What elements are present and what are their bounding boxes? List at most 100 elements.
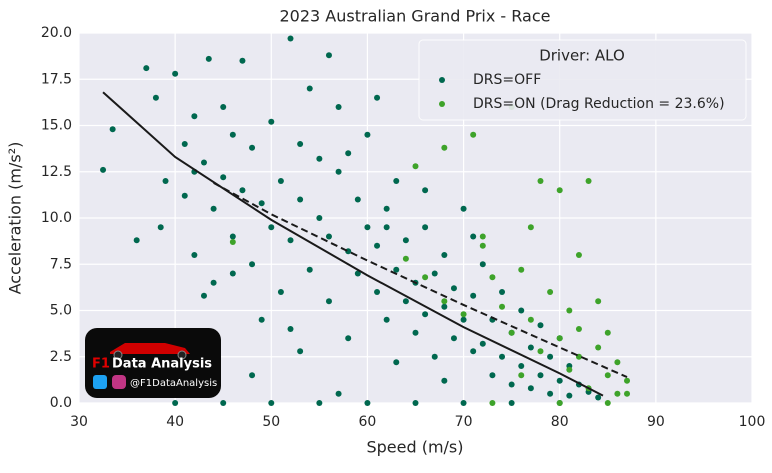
x-tick-label: 60 <box>359 414 377 430</box>
point <box>354 270 361 277</box>
point <box>287 326 294 332</box>
point <box>489 274 496 281</box>
wheel <box>113 350 123 360</box>
y-tick-label: 2.5 <box>50 349 72 365</box>
point <box>479 233 486 240</box>
point <box>556 400 563 406</box>
point <box>518 372 525 379</box>
point <box>220 174 227 181</box>
point <box>422 274 429 281</box>
point <box>345 150 352 157</box>
point <box>556 335 563 342</box>
point <box>499 289 506 295</box>
point <box>268 224 275 231</box>
point <box>325 298 332 305</box>
x-tick-label: 50 <box>262 414 280 430</box>
car-icon <box>110 343 190 354</box>
point <box>527 316 534 323</box>
point <box>172 70 179 77</box>
point <box>614 359 621 366</box>
legend-swatch <box>439 101 445 107</box>
point <box>499 353 506 360</box>
point <box>537 372 544 379</box>
point <box>537 348 544 355</box>
x-tick-label: 100 <box>739 414 766 430</box>
point <box>109 126 116 133</box>
point <box>460 400 467 406</box>
point <box>393 359 400 366</box>
point <box>624 390 631 397</box>
x-tick-label: 80 <box>551 414 569 430</box>
point <box>595 394 602 401</box>
fit-line <box>102 91 604 397</box>
point <box>229 131 236 138</box>
point <box>374 242 381 249</box>
point <box>364 400 371 406</box>
point <box>489 400 496 406</box>
point <box>537 178 544 184</box>
x-tick-label: 30 <box>70 414 88 430</box>
point <box>566 307 573 314</box>
point <box>306 266 313 273</box>
x-tick-label: 90 <box>647 414 665 430</box>
point <box>239 57 246 64</box>
legend-label: DRS=ON (Drag Reduction = 23.6%) <box>473 96 725 112</box>
point <box>287 35 294 42</box>
point <box>441 252 448 258</box>
point <box>460 316 467 323</box>
point <box>460 205 467 212</box>
point <box>450 335 457 342</box>
legend: Driver: ALO DRS=OFF DRS=ON (Drag Reducti… <box>418 39 747 121</box>
point <box>229 270 236 277</box>
point <box>527 385 534 392</box>
point <box>200 159 207 166</box>
twitter-icon <box>93 375 107 389</box>
marks <box>100 35 631 406</box>
point <box>162 178 169 184</box>
point <box>249 372 256 379</box>
point <box>402 255 409 262</box>
y-tick-label: 12.5 <box>41 164 72 180</box>
y-tick-label: 10.0 <box>41 210 72 226</box>
point <box>604 372 611 379</box>
legend-box <box>418 39 747 121</box>
point <box>335 390 342 397</box>
point <box>422 187 429 194</box>
point <box>518 307 525 314</box>
chart-title: 2023 Australian Grand Prix - Race <box>280 7 551 26</box>
point <box>412 163 419 170</box>
point <box>316 155 323 162</box>
point <box>479 261 486 268</box>
point <box>229 233 236 240</box>
point <box>547 390 554 397</box>
point <box>374 289 381 295</box>
point <box>527 224 534 231</box>
legend-title: Driver: ALO <box>539 47 625 65</box>
y-axis-label: Acceleration (m/s²) <box>6 142 25 295</box>
point <box>100 166 107 173</box>
point <box>575 326 582 332</box>
point <box>547 353 554 360</box>
point <box>547 289 554 295</box>
point <box>624 377 631 384</box>
point <box>604 400 611 406</box>
y-tick-label: 7.5 <box>50 256 72 272</box>
point <box>335 104 342 110</box>
point <box>191 252 198 258</box>
point <box>441 144 448 151</box>
y-tick-label: 15.0 <box>41 118 72 134</box>
point <box>614 390 621 397</box>
point <box>210 205 217 212</box>
point <box>393 266 400 273</box>
point <box>393 178 400 184</box>
point <box>345 335 352 342</box>
point <box>412 329 419 336</box>
y-tick-label: 17.5 <box>41 71 72 87</box>
point <box>412 400 419 406</box>
point <box>585 178 592 184</box>
point <box>277 289 284 295</box>
point <box>518 266 525 273</box>
point <box>431 270 438 277</box>
point <box>249 261 256 268</box>
grid <box>78 32 753 404</box>
